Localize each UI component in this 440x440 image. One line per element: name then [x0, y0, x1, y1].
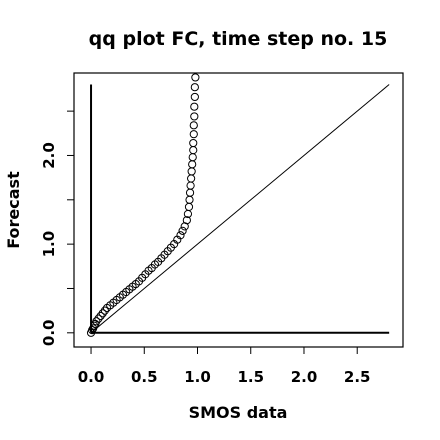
data-point [185, 188, 195, 197]
x-tick-label: 1.5 [237, 368, 264, 386]
data-point [184, 202, 194, 211]
data-point [92, 317, 101, 326]
data-point [188, 153, 197, 162]
x-tick-label: 2.5 [344, 368, 371, 386]
reference-lines [90, 84, 390, 334]
y-axis: 0.0 1.0 2.0 [40, 110, 75, 347]
data-point [187, 167, 196, 176]
data-point [190, 92, 199, 102]
data-point [189, 121, 198, 130]
y-tick-label: 2.0 [40, 142, 58, 169]
data-point [100, 306, 109, 315]
data-point [186, 181, 195, 190]
data-point [90, 321, 99, 330]
data-point [191, 73, 200, 82]
data-point [178, 226, 187, 235]
data-point [98, 309, 107, 318]
reference-line-identity [90, 84, 390, 334]
x-tick-label: 0.0 [78, 368, 105, 386]
data-point [190, 102, 199, 111]
x-axis: 0.0 0.5 1.0 1.5 2.0 2.5 [78, 346, 371, 386]
x-tick-label: 2.0 [291, 368, 318, 386]
data-point [190, 83, 199, 92]
data-point [187, 174, 196, 183]
data-point [189, 138, 198, 148]
data-point [189, 130, 198, 139]
x-tick-label: 0.5 [131, 368, 158, 386]
data-point [182, 216, 191, 225]
y-tick-label: 0.0 [40, 320, 58, 347]
x-tick-label: 1.0 [184, 368, 211, 386]
data-point [88, 326, 97, 335]
data-point [190, 112, 199, 121]
data-point [176, 231, 185, 240]
data-point [189, 146, 198, 155]
data-point [94, 314, 103, 323]
data-point [188, 160, 197, 169]
data-point [96, 311, 105, 321]
data-point [185, 195, 194, 204]
chart-title: qq plot FC, time step no. 15 [89, 28, 388, 50]
y-axis-title: Forecast [4, 171, 23, 249]
x-axis-title: SMOS data [189, 403, 288, 422]
y-tick-label: 1.0 [40, 231, 58, 258]
data-points [86, 73, 200, 337]
